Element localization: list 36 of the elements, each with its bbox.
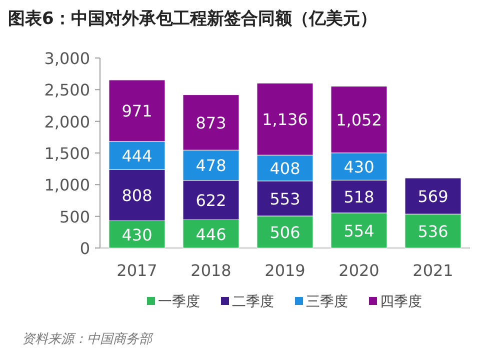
data-label: 1,052	[336, 110, 382, 130]
data-label: 569	[418, 187, 448, 206]
data-label: 553	[270, 189, 300, 208]
data-label: 808	[122, 186, 152, 206]
x-tick-label: 2018	[190, 261, 232, 280]
y-tick-label: 500	[59, 207, 90, 226]
y-tick-label: 3,000	[44, 49, 90, 68]
y-tick-label: 1,500	[44, 144, 90, 163]
y-tick-label: 2,500	[44, 80, 90, 100]
x-tick-label: 2017	[116, 261, 158, 280]
legend-label: 一季度	[158, 294, 200, 310]
data-label: 444	[122, 146, 152, 166]
text: 资料来源：中国商务部	[22, 332, 154, 347]
legend-label: 二季度	[232, 294, 274, 310]
data-label: 554	[344, 221, 374, 240]
x-tick-label: 2019	[264, 261, 306, 280]
data-label: 536	[418, 222, 448, 242]
y-tick-label: 2,000	[44, 112, 90, 132]
data-label: 1,136	[262, 110, 308, 130]
data-label: 478	[196, 156, 226, 176]
y-tick-label: 1,000	[44, 176, 90, 195]
legend-label: 四季度	[380, 294, 422, 310]
x-tick-label: 2021	[412, 261, 454, 280]
data-label: 873	[196, 113, 226, 132]
data-label: 446	[196, 224, 226, 244]
data-label: 408	[270, 159, 300, 178]
data-label: 506	[270, 222, 300, 242]
data-label: 622	[196, 191, 226, 210]
legend-label: 三季度	[306, 294, 348, 310]
chart-title: 图表6：中国对外承包工程新签合同额（亿美元）	[8, 9, 377, 29]
data-label: 518	[344, 188, 374, 207]
x-tick-label: 2020	[338, 261, 380, 280]
data-label: 971	[122, 102, 152, 121]
data-label: 430	[122, 225, 152, 244]
data-label: 430	[344, 157, 374, 176]
y-tick-label: 0	[80, 239, 90, 258]
